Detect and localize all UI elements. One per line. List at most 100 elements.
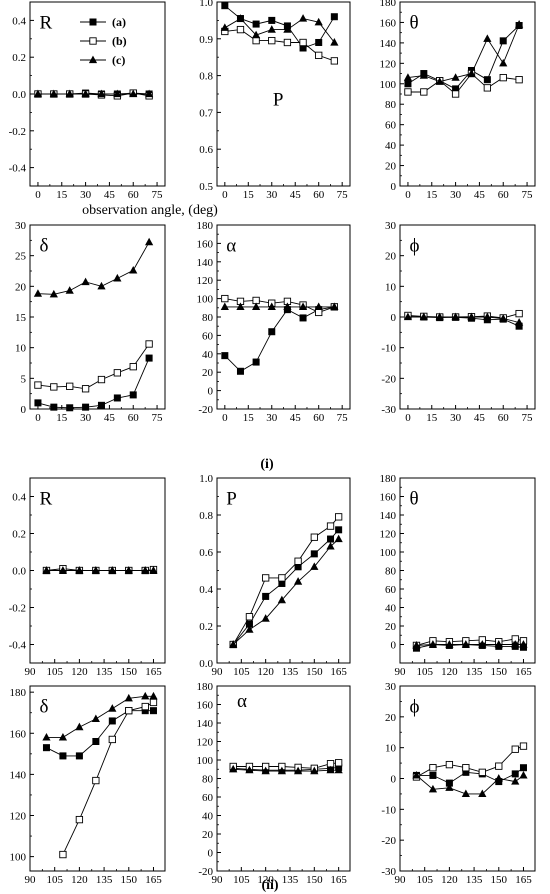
y-tick-label: 60: [202, 330, 214, 342]
data-point-triangle: [310, 562, 319, 570]
series-a: [42, 707, 157, 760]
x-tick-label: 30: [80, 189, 92, 201]
data-point-triangle: [283, 302, 292, 310]
data-point-triangle: [511, 777, 520, 785]
series-c: [403, 20, 524, 85]
x-tick-label: 120: [71, 666, 88, 678]
data-point-triangle: [81, 89, 90, 98]
data-point-triangle: [129, 265, 138, 274]
x-tick-label: 15: [426, 412, 438, 424]
y-tick-label: 80: [202, 312, 214, 324]
data-point-open-square: [334, 759, 343, 767]
panel-i-R: 0 15 30 45 60 75 -0.4 -0.2 0.0 0.2 0.4 R: [9, 1, 166, 201]
data-point-triangle: [124, 566, 133, 574]
data-point-triangle: [252, 302, 261, 310]
y-tick-label: 0.2: [199, 621, 213, 633]
x-tick-label: 120: [441, 666, 458, 678]
series-line: [407, 316, 520, 323]
data-point-triangle: [33, 89, 43, 98]
data-point-open-square: [515, 309, 523, 318]
data-point-triangle: [330, 302, 339, 310]
x-tick-label: 120: [71, 874, 88, 886]
data-point-filled-square: [82, 403, 90, 411]
data-point-triangle: [236, 14, 245, 22]
data-point-triangle: [49, 289, 58, 298]
data-point-triangle: [97, 281, 106, 290]
y-tick-label: 0: [391, 640, 397, 652]
panel-ii-R: 90 105 120 135 150 165 -0.4 -0.2 0.0 0.2 0.4 R: [9, 477, 166, 678]
y-tick-label: 20: [202, 367, 214, 379]
x-tick-label: 150: [121, 874, 138, 886]
y-tick-label: 120: [10, 811, 27, 823]
y-tick-label: 30: [385, 220, 397, 232]
data-point-open-square: [221, 294, 229, 303]
y-tick-label: 5: [21, 373, 27, 385]
data-point-filled-square: [310, 550, 318, 558]
y-tick-label: 20: [385, 251, 397, 263]
data-point-open-square: [299, 38, 307, 47]
y-tick-label: 20: [15, 281, 27, 293]
data-point-triangle: [220, 302, 229, 310]
series-c: [412, 770, 528, 798]
data-point-triangle: [467, 69, 476, 77]
data-point-open-square: [495, 762, 503, 770]
y-tick-label: 20: [385, 712, 397, 724]
y-tick-label: 140: [380, 38, 397, 50]
series-c: [42, 566, 158, 574]
x-tick-label: 135: [466, 666, 483, 678]
data-point-open-square: [445, 760, 454, 769]
data-point-triangle: [326, 542, 335, 550]
y-tick-label: 0.4: [12, 15, 26, 27]
y-tick-label: 10: [385, 743, 397, 755]
y-tick-label: 100: [197, 755, 214, 767]
data-point-triangle: [314, 302, 323, 310]
data-point-filled-square: [519, 764, 527, 772]
series-line: [232, 538, 339, 645]
data-point-open-square: [59, 850, 67, 859]
x-tick-label: 90: [212, 874, 224, 886]
y-tick-label: 80: [385, 566, 397, 578]
data-point-filled-square: [221, 352, 229, 360]
data-point-triangle: [236, 302, 245, 310]
data-point-filled-square: [113, 394, 121, 402]
y-tick-label: 160: [197, 238, 214, 250]
y-tick-label: 20: [202, 829, 214, 841]
panel-ii-alpha: 90 105 120 135 150 165 -20 0 20 40 60 80 100 120 140 16…: [197, 681, 351, 886]
data-point-triangle: [499, 58, 508, 67]
y-tick-label: 180: [380, 473, 397, 485]
data-point-triangle: [75, 566, 84, 574]
data-point-triangle: [428, 640, 438, 648]
data-point-triangle: [97, 89, 106, 98]
x-tick-label: 105: [416, 666, 433, 678]
x-tick-label: 15: [243, 412, 255, 424]
data-point-triangle: [445, 640, 454, 648]
x-tick-label: 45: [474, 189, 486, 201]
series-c: [220, 14, 339, 46]
data-point-filled-square: [262, 592, 270, 600]
panel-i-phi: 0 15 30 45 60 75 -30 -20 -10 0 10 20 30 ϕ: [381, 220, 536, 424]
series-line: [46, 710, 154, 757]
data-point-triangle: [478, 640, 487, 648]
y-tick-label: -0.4: [9, 640, 27, 652]
data-point-open-square: [141, 702, 149, 711]
x-tick-label: 15: [426, 189, 438, 201]
panel-symbol-label: θ: [409, 489, 418, 510]
y-tick-label: -10: [381, 804, 396, 816]
y-tick-label: 140: [197, 718, 214, 730]
data-point-open-square: [499, 73, 507, 82]
data-point-open-square: [334, 513, 343, 521]
data-point-open-square: [34, 381, 42, 389]
y-tick-label: 100: [10, 852, 27, 864]
data-point-filled-square: [89, 18, 97, 26]
y-tick-label: 180: [10, 687, 27, 699]
y-tick-label: 180: [197, 220, 214, 232]
data-point-triangle: [149, 566, 158, 574]
x-tick-label: 60: [128, 412, 140, 424]
data-point-triangle: [467, 312, 476, 321]
y-tick-label: 0: [391, 181, 397, 193]
x-tick-label: 15: [243, 189, 255, 201]
x-tick-label: 30: [266, 412, 278, 424]
data-point-triangle: [91, 566, 100, 574]
series-c: [412, 640, 528, 649]
